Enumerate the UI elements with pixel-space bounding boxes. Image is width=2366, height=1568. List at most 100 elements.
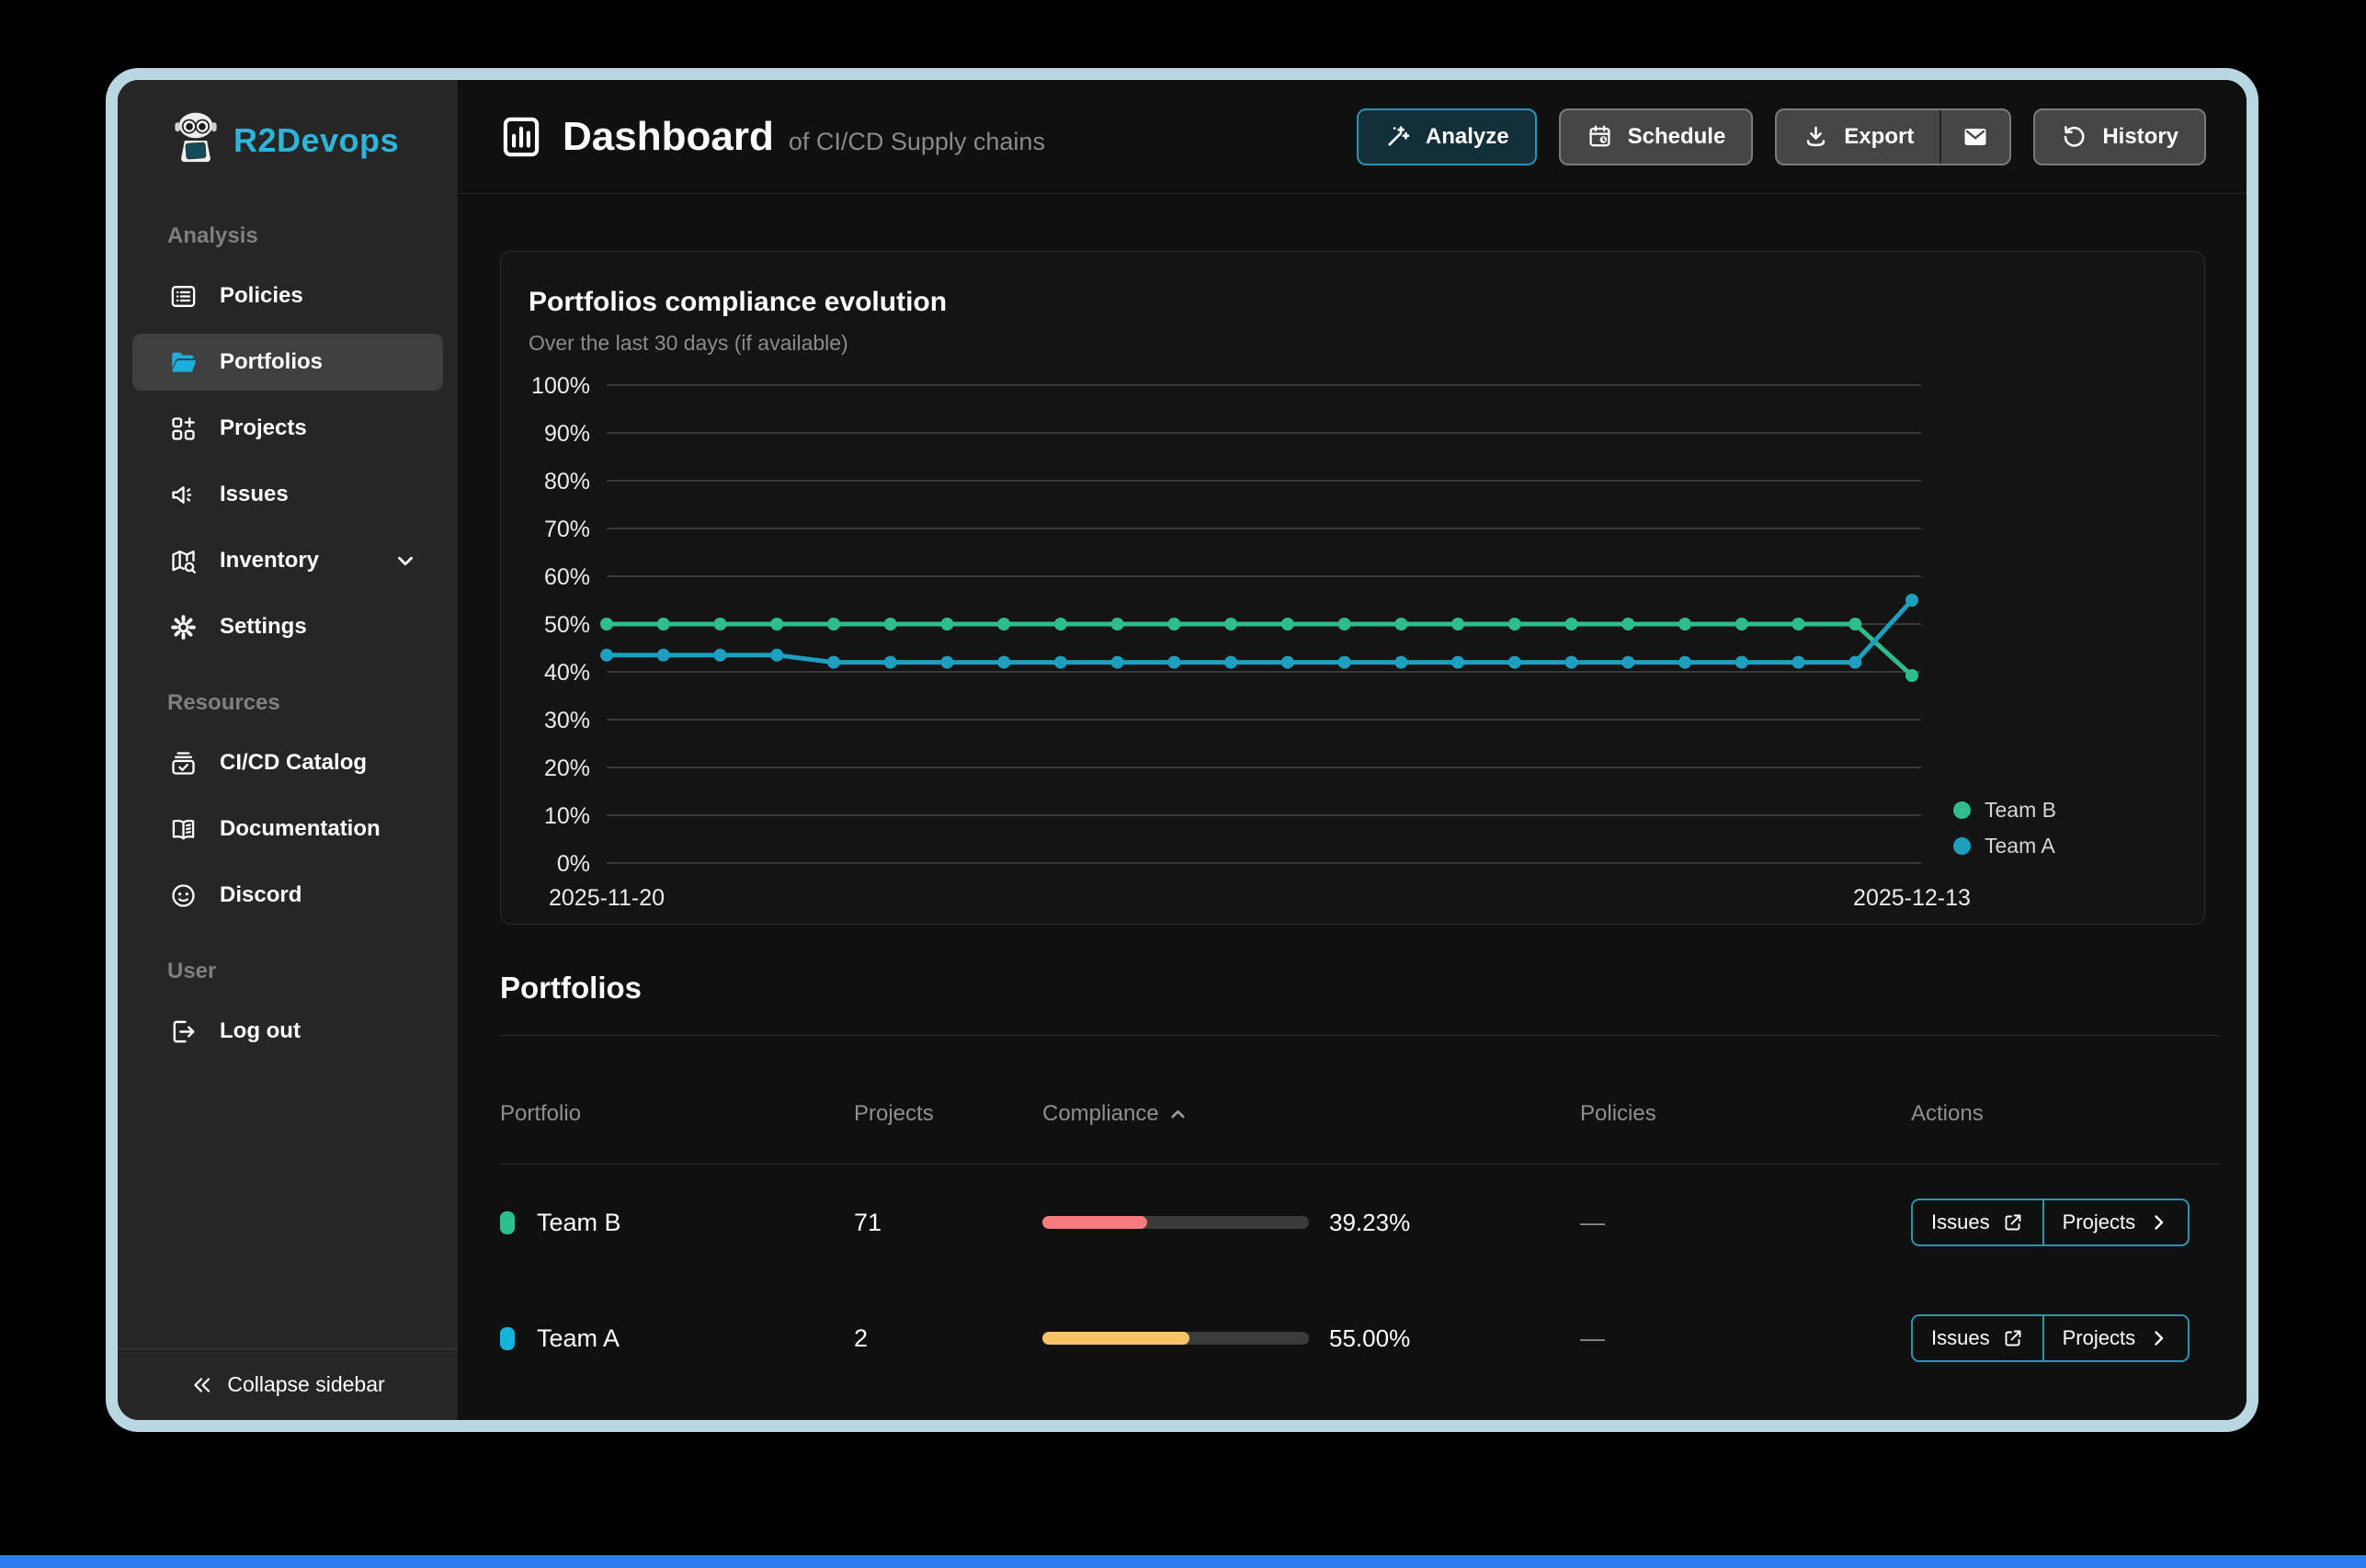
- sidebar-item-label: Settings: [220, 614, 307, 639]
- legend-dot-team-a: [1953, 837, 1971, 855]
- projects-button[interactable]: Projects: [2042, 1200, 2188, 1244]
- portfolio-name: Team B: [537, 1208, 621, 1236]
- projects-count: 2: [854, 1324, 869, 1352]
- collapse-sidebar-label: Collapse sidebar: [227, 1372, 385, 1396]
- sidebar-section-resources: Resources: [167, 690, 280, 715]
- section-divider: [500, 1035, 2219, 1036]
- projects-label: Projects: [2062, 1326, 2136, 1349]
- svg-text:20%: 20%: [544, 756, 590, 781]
- sidebar-item-settings[interactable]: Settings: [132, 598, 443, 655]
- export-email-button[interactable]: [1939, 109, 2009, 164]
- sidebar-item-portfolios[interactable]: Portfolios: [132, 334, 443, 391]
- envelope-icon: [1964, 128, 1986, 145]
- portfolios-heading: Portfolios: [500, 971, 642, 1005]
- svg-text:10%: 10%: [544, 803, 590, 829]
- history-button[interactable]: History: [2033, 108, 2206, 165]
- compliance-value: 39.23%: [1329, 1208, 1411, 1236]
- sidebar-item-inventory[interactable]: Inventory: [132, 532, 443, 589]
- chevron-down-icon: [398, 556, 413, 566]
- compliance-header-label: Compliance: [1042, 1101, 1159, 1126]
- table-row: Team A 2 55.00% — Issues: [500, 1280, 2219, 1396]
- schedule-button[interactable]: Schedule: [1558, 108, 1754, 165]
- sidebar: R2Devops Analysis Policies Portfolios: [118, 80, 458, 1420]
- compliance-bar-track: [1042, 1216, 1309, 1229]
- sidebar-item-projects[interactable]: Projects: [132, 400, 443, 457]
- actions-cell: Issues Projects: [1911, 1314, 2219, 1362]
- page-title: Dashboard: [563, 113, 774, 159]
- policies-value: —: [1580, 1324, 1605, 1352]
- projects-count: 71: [854, 1208, 882, 1236]
- projects-label: Projects: [2062, 1210, 2136, 1233]
- svg-text:80%: 80%: [544, 469, 590, 494]
- column-header-policies[interactable]: Policies: [1580, 1101, 1656, 1126]
- book-open-icon: [172, 819, 195, 839]
- sidebar-section-user: User: [167, 959, 217, 983]
- analyze-button[interactable]: Analyze: [1356, 108, 1537, 165]
- sidebar-item-cicd-catalog[interactable]: CI/CD Catalog: [132, 734, 443, 791]
- column-header-projects[interactable]: Projects: [854, 1101, 934, 1126]
- sort-ascending-icon: [1171, 1109, 1185, 1118]
- legend-item-team-b[interactable]: Team B: [1953, 798, 2056, 823]
- page-subtitle: of CI/CD Supply chains: [788, 128, 1045, 155]
- main-area: Dashboard of CI/CD Supply chains Analyze: [458, 80, 2247, 1420]
- legend-label: Team A: [1985, 834, 2055, 858]
- export-button[interactable]: Export: [1777, 110, 1939, 164]
- sidebar-item-documentation[interactable]: Documentation: [132, 801, 443, 858]
- column-header-portfolio[interactable]: Portfolio: [500, 1101, 582, 1126]
- robot-mascot-icon: [175, 112, 217, 163]
- sidebar-section-analysis: Analysis: [167, 223, 258, 248]
- chevron-right-icon: [2155, 1331, 2164, 1346]
- sidebar-item-discord[interactable]: Discord: [132, 867, 443, 924]
- issues-button[interactable]: Issues: [1913, 1200, 2042, 1244]
- list-details-icon: [171, 285, 196, 307]
- sidebar-item-issues[interactable]: Issues: [132, 466, 443, 523]
- sidebar-item-policies[interactable]: Policies: [132, 267, 443, 324]
- portfolio-cell: Team A: [500, 1324, 854, 1353]
- external-link-icon: [2005, 1214, 2021, 1231]
- chart-legend: Team B Team A: [1953, 798, 2056, 858]
- compliance-cell: 55.00%: [1042, 1324, 1580, 1353]
- main-content: Portfolios compliance evolution Over the…: [458, 194, 2247, 1396]
- chevron-right-icon: [2155, 1215, 2164, 1230]
- compliance-bar-track: [1042, 1332, 1309, 1345]
- chart-subtitle: Over the last 30 days (if available): [529, 331, 848, 355]
- column-header-actions[interactable]: Actions: [1911, 1101, 1984, 1126]
- legend-dot-team-b: [1953, 801, 1971, 819]
- portfolio-name: Team A: [537, 1324, 620, 1352]
- sidebar-item-label: Issues: [220, 482, 289, 506]
- logout-icon: [173, 1020, 195, 1042]
- portfolio-color-swatch: [500, 1326, 515, 1350]
- svg-text:50%: 50%: [544, 612, 590, 638]
- compliance-cell: 39.23%: [1042, 1209, 1580, 1237]
- sidebar-item-label: Log out: [220, 1018, 301, 1043]
- projects-button[interactable]: Projects: [2042, 1316, 2188, 1360]
- history-icon: [2064, 126, 2085, 147]
- svg-text:30%: 30%: [544, 708, 590, 733]
- svg-text:70%: 70%: [544, 517, 590, 542]
- export-label: Export: [1844, 123, 1915, 149]
- legend-item-team-a[interactable]: Team A: [1953, 834, 2056, 858]
- sidebar-item-label: Policies: [220, 283, 303, 308]
- brand-logo[interactable]: R2Devops: [118, 80, 458, 170]
- svg-text:2025-11-20: 2025-11-20: [549, 885, 665, 911]
- sidebar-item-label: Discord: [220, 882, 302, 907]
- compliance-line-chart[interactable]: 0% 10% 20% 30% 40% 50% 60% 70% 80% 90% 100% 2025-11…: [529, 371, 1971, 923]
- export-button-group: Export: [1775, 108, 2012, 165]
- schedule-label: Schedule: [1627, 123, 1726, 149]
- portfolio-color-swatch: [500, 1210, 515, 1234]
- collapse-sidebar-button[interactable]: Collapse sidebar: [118, 1348, 458, 1420]
- portfolio-cell: Team B: [500, 1209, 854, 1237]
- compliance-chart-card: Portfolios compliance evolution Over the…: [500, 251, 2205, 925]
- sidebar-item-logout[interactable]: Log out: [132, 1003, 443, 1060]
- legend-label: Team B: [1985, 798, 2056, 822]
- table-header-row: Portfolio Projects Compliance Policies A…: [500, 1036, 2219, 1165]
- column-header-compliance[interactable]: Compliance: [1042, 1101, 1580, 1127]
- analyze-label: Analyze: [1425, 123, 1509, 149]
- issues-button[interactable]: Issues: [1913, 1316, 2042, 1360]
- brand-name: R2Devops: [233, 121, 400, 159]
- svg-text:100%: 100%: [531, 373, 590, 399]
- policies-value: —: [1580, 1208, 1605, 1236]
- svg-text:2025-12-13: 2025-12-13: [1853, 885, 1971, 911]
- sidebar-item-label: CI/CD Catalog: [220, 750, 368, 775]
- sidebar-item-label: Portfolios: [220, 349, 323, 374]
